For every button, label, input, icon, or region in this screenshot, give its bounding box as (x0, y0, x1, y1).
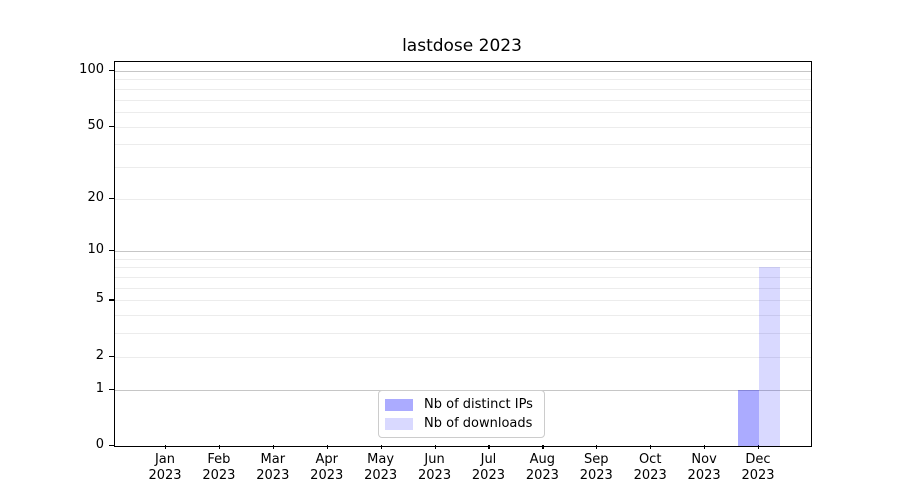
x-tick-mark (326, 445, 328, 449)
y-tick-mark (109, 388, 114, 390)
x-tick-mark (650, 445, 652, 449)
bar-distinct-ips (738, 389, 759, 446)
x-tick-label: Aug 2023 (512, 452, 572, 484)
x-tick-year: 2023 (418, 468, 452, 483)
y-tick-label: 10 (87, 242, 104, 258)
x-tick-mark (272, 445, 274, 449)
x-tick-year: 2023 (579, 468, 613, 483)
x-tick-mark (165, 445, 167, 449)
x-tick-label: Jun 2023 (405, 452, 465, 484)
x-tick-mark (434, 445, 436, 449)
y-tick-label: 20 (87, 189, 104, 205)
x-tick-label: Feb 2023 (189, 452, 249, 484)
gridline-major (115, 251, 811, 253)
y-tick-label: 1 (95, 380, 104, 396)
gridline-minor (115, 258, 811, 260)
gridline-minor (115, 315, 811, 317)
legend-item-distinct-ips: Nb of distinct IPs (385, 397, 536, 412)
x-tick-year: 2023 (471, 468, 505, 483)
x-tick-label: Dec 2023 (728, 452, 788, 484)
y-tick-mark (109, 355, 114, 357)
legend-swatch-downloads (385, 417, 413, 430)
chart-title: lastdose 2023 (402, 36, 522, 56)
x-tick-year: 2023 (525, 468, 559, 483)
gridline-minor (115, 267, 811, 269)
x-tick-mark (380, 445, 382, 449)
gridline-major (115, 71, 811, 72)
x-tick-year: 2023 (741, 468, 775, 483)
y-tick-mark (109, 250, 114, 252)
x-tick-year: 2023 (633, 468, 667, 483)
gridline-minor (115, 99, 811, 101)
legend-item-downloads: Nb of downloads (385, 416, 536, 431)
x-tick-mark (542, 445, 544, 449)
x-tick-label: Jul 2023 (458, 452, 518, 484)
y-tick-mark (109, 197, 114, 199)
y-tick-label: 0 (95, 437, 104, 452)
gridline-minor (115, 287, 811, 289)
x-tick-mark (218, 445, 221, 449)
plot-area (114, 61, 812, 447)
gridline-minor (115, 198, 811, 200)
y-tick-mark (109, 125, 114, 127)
x-tick-year: 2023 (148, 468, 182, 483)
gridline-minor (115, 166, 811, 168)
y-tick-label: 50 (87, 117, 104, 133)
gridline-minor (115, 356, 811, 358)
gridline-minor (115, 144, 811, 146)
gridline-minor (115, 300, 811, 302)
x-tick-mark (488, 445, 490, 449)
x-tick-year: 2023 (202, 468, 236, 483)
x-tick-label: Jan 2023 (135, 452, 195, 484)
legend-label-distinct-ips: Nb of distinct IPs (424, 397, 533, 412)
x-tick-mark (704, 445, 706, 449)
x-tick-year: 2023 (310, 468, 344, 483)
gridline-minor (115, 126, 811, 128)
x-tick-year: 2023 (687, 468, 721, 483)
x-tick-label: May 2023 (351, 452, 411, 484)
gridline-minor (115, 111, 811, 113)
x-tick-label: Oct 2023 (620, 452, 680, 484)
y-tick-label: 2 (95, 347, 104, 363)
x-tick-year: 2023 (256, 468, 290, 483)
y-tick-mark (109, 445, 114, 447)
gridline-minor (115, 79, 811, 81)
legend-label-downloads: Nb of downloads (424, 416, 533, 431)
y-tick-label: 5 (95, 291, 104, 307)
x-tick-label: Nov 2023 (674, 452, 734, 484)
gridline-minor (115, 277, 811, 279)
x-tick-year: 2023 (364, 468, 398, 483)
gridline-minor (115, 88, 811, 90)
x-tick-label: Mar 2023 (243, 452, 303, 484)
y-tick-mark (109, 70, 114, 72)
legend: Nb of distinct IPs Nb of downloads (378, 390, 545, 438)
x-tick-label: Apr 2023 (297, 452, 357, 484)
bar-downloads (759, 267, 780, 446)
x-tick-label: Sep 2023 (566, 452, 626, 484)
x-tick-mark (596, 445, 598, 449)
y-tick-mark (109, 299, 114, 301)
legend-swatch-distinct-ips (385, 398, 413, 411)
gridline-minor (115, 333, 811, 335)
x-tick-mark (758, 445, 760, 449)
y-tick-label: 100 (79, 62, 104, 77)
